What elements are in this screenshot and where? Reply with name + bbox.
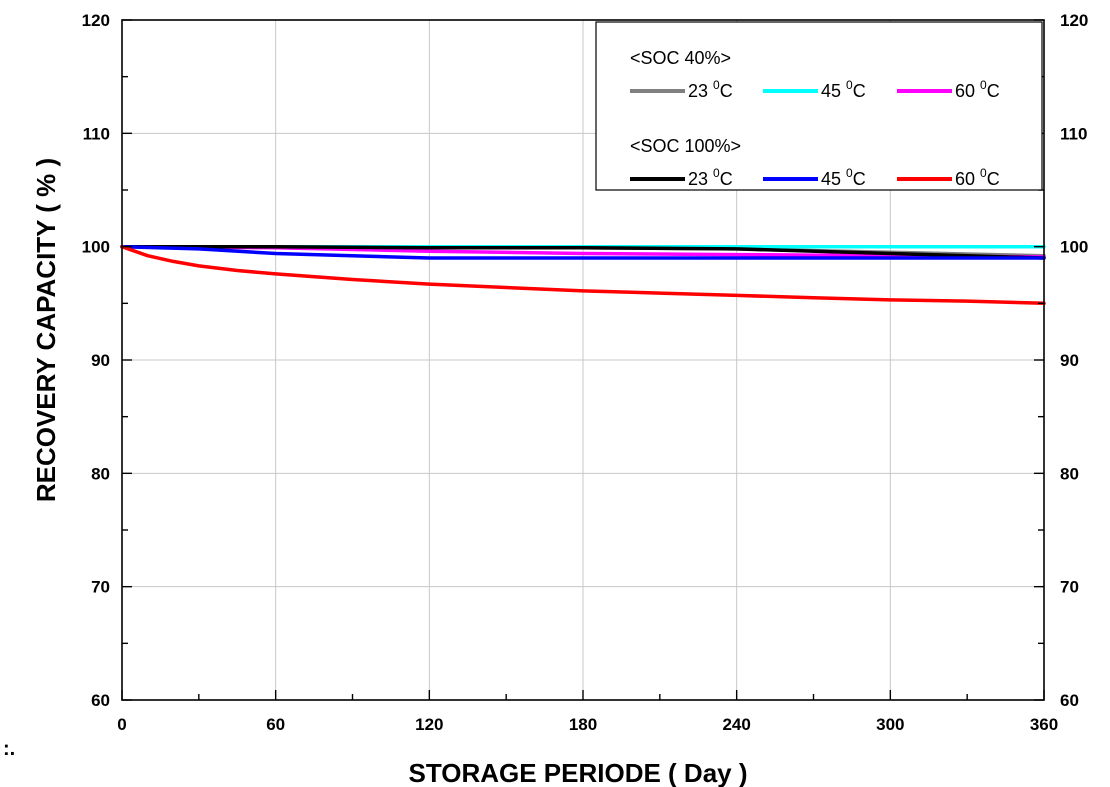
y-tick-label-right: 100 bbox=[1060, 238, 1088, 257]
y-tick-label-right: 120 bbox=[1060, 11, 1088, 30]
tick-labels: 0 60 120 180 240 300 3606070809010011012060708… bbox=[82, 11, 1089, 734]
x-tick-label: 120 bbox=[415, 715, 443, 734]
legend-entry-label: 23 0C bbox=[688, 78, 733, 101]
y-tick-label-right: 90 bbox=[1060, 351, 1079, 370]
y-tick-label-left: 100 bbox=[82, 238, 110, 257]
y-tick-label-right: 80 bbox=[1060, 464, 1079, 483]
series-lines bbox=[120, 244, 1046, 306]
y-tick-label-left: 90 bbox=[91, 351, 110, 370]
y-tick-label-right: 110 bbox=[1060, 124, 1087, 143]
x-tick-label: 180 bbox=[569, 715, 597, 734]
y-tick-label-right: 60 bbox=[1060, 691, 1079, 710]
x-tick-label: 360 bbox=[1030, 715, 1058, 734]
x-tick-label: 60 bbox=[266, 715, 285, 734]
legend-entry-label: 45 0C bbox=[821, 166, 866, 189]
series-line bbox=[120, 244, 1046, 306]
axis-ticks bbox=[121, 19, 1045, 701]
y-tick-label-left: 110 bbox=[83, 124, 110, 143]
legend-box bbox=[595, 21, 1043, 191]
legend-entry-label: 60 0C bbox=[955, 78, 1000, 101]
series-line bbox=[120, 244, 1046, 260]
y-tick-label-left: 70 bbox=[91, 578, 110, 597]
legend-entry-label: 60 0C bbox=[955, 166, 1000, 189]
legend-entry-label: 45 0C bbox=[821, 78, 866, 101]
legend: <SOC 40%> 23 0C 45 0C 60 0C <SOC 100%> 23 0C 4… bbox=[595, 21, 1043, 191]
x-tick-label: 240 bbox=[722, 715, 750, 734]
legend-entry-label: 23 0C bbox=[688, 166, 733, 189]
x-axis-title: STORAGE PERIODE ( Day ) bbox=[408, 758, 747, 787]
legend-group-title: <SOC 100%> bbox=[630, 136, 741, 156]
x-tick-label: 0 bbox=[117, 715, 126, 734]
y-tick-label-left: 60 bbox=[91, 691, 110, 710]
legend-group-title: <SOC 40%> bbox=[630, 48, 731, 68]
y-tick-label-left: 80 bbox=[91, 464, 110, 483]
y-tick-label-right: 70 bbox=[1060, 578, 1079, 597]
x-tick-label: 300 bbox=[876, 715, 904, 734]
stray-mark: :. bbox=[3, 738, 16, 760]
y-tick-label-left: 120 bbox=[82, 11, 110, 30]
y-axis-title: RECOVERY CAPACITY ( % ) bbox=[31, 158, 61, 502]
series-line bbox=[120, 244, 1046, 260]
